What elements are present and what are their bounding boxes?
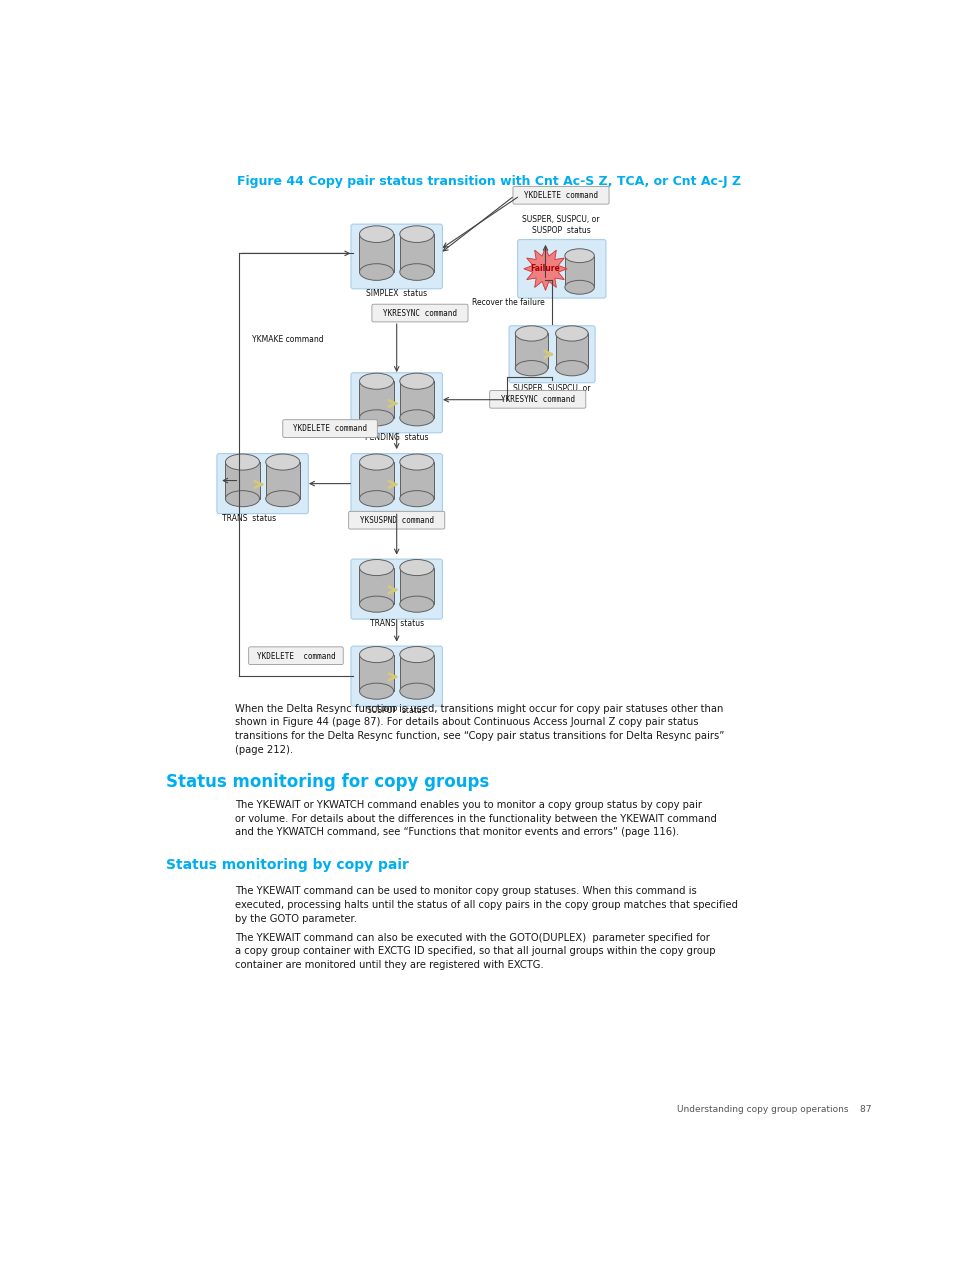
Ellipse shape bbox=[515, 325, 547, 341]
Ellipse shape bbox=[359, 647, 394, 662]
Ellipse shape bbox=[515, 361, 547, 376]
Text: Understanding copy group operations    87: Understanding copy group operations 87 bbox=[677, 1106, 871, 1115]
Ellipse shape bbox=[564, 281, 594, 294]
Ellipse shape bbox=[555, 361, 587, 376]
Ellipse shape bbox=[399, 559, 434, 576]
FancyBboxPatch shape bbox=[359, 234, 394, 272]
Ellipse shape bbox=[399, 491, 434, 507]
Ellipse shape bbox=[399, 374, 434, 389]
FancyBboxPatch shape bbox=[515, 333, 547, 369]
Ellipse shape bbox=[399, 647, 434, 662]
FancyBboxPatch shape bbox=[351, 646, 442, 707]
FancyBboxPatch shape bbox=[348, 511, 444, 529]
Text: SUSPOP  status: SUSPOP status bbox=[367, 707, 426, 716]
Text: YKRESYNC command: YKRESYNC command bbox=[500, 395, 574, 404]
FancyBboxPatch shape bbox=[564, 255, 594, 287]
FancyBboxPatch shape bbox=[359, 655, 394, 691]
Text: The YKEWAIT or YKWATCH command enables you to monitor a copy group status by cop: The YKEWAIT or YKWATCH command enables y… bbox=[235, 799, 717, 838]
FancyBboxPatch shape bbox=[249, 647, 343, 665]
Text: YKDELETE  command: YKDELETE command bbox=[256, 652, 335, 661]
Ellipse shape bbox=[359, 491, 394, 507]
Text: DUPLEX  status: DUPLEX status bbox=[367, 513, 426, 522]
Text: YKSUSPND command: YKSUSPND command bbox=[359, 516, 434, 525]
FancyBboxPatch shape bbox=[216, 454, 308, 513]
Text: Status monitoring for copy groups: Status monitoring for copy groups bbox=[166, 773, 489, 791]
Text: YKDELETE command: YKDELETE command bbox=[293, 425, 367, 433]
Text: Failure: Failure bbox=[530, 264, 559, 273]
Text: SIMPLEX  status: SIMPLEX status bbox=[366, 289, 427, 297]
FancyBboxPatch shape bbox=[372, 304, 468, 322]
Ellipse shape bbox=[359, 374, 394, 389]
FancyBboxPatch shape bbox=[509, 325, 595, 383]
FancyBboxPatch shape bbox=[513, 187, 608, 205]
FancyBboxPatch shape bbox=[359, 463, 394, 498]
FancyBboxPatch shape bbox=[351, 559, 442, 619]
Text: TRANS  status: TRANS status bbox=[222, 513, 276, 522]
FancyBboxPatch shape bbox=[399, 568, 434, 604]
FancyBboxPatch shape bbox=[266, 463, 299, 498]
Ellipse shape bbox=[359, 226, 394, 243]
FancyBboxPatch shape bbox=[351, 224, 442, 289]
Ellipse shape bbox=[555, 325, 587, 341]
Ellipse shape bbox=[266, 491, 299, 507]
FancyBboxPatch shape bbox=[351, 454, 442, 513]
FancyBboxPatch shape bbox=[517, 239, 605, 299]
Text: SUSPER, SUSPCU, or
SUSPOP  status: SUSPER, SUSPCU, or SUSPOP status bbox=[521, 215, 599, 235]
FancyBboxPatch shape bbox=[489, 390, 585, 408]
FancyBboxPatch shape bbox=[359, 381, 394, 418]
Ellipse shape bbox=[399, 596, 434, 613]
FancyBboxPatch shape bbox=[225, 463, 259, 498]
Ellipse shape bbox=[399, 263, 434, 281]
Text: Figure 44 Copy pair status transition with Cnt Ac-S Z, TCA, or Cnt Ac-J Z: Figure 44 Copy pair status transition wi… bbox=[236, 175, 740, 188]
FancyBboxPatch shape bbox=[399, 655, 434, 691]
FancyBboxPatch shape bbox=[399, 463, 434, 498]
Text: TRANS  status: TRANS status bbox=[369, 619, 423, 628]
Ellipse shape bbox=[399, 454, 434, 470]
Ellipse shape bbox=[399, 226, 434, 243]
Polygon shape bbox=[523, 248, 567, 290]
Ellipse shape bbox=[359, 559, 394, 576]
Text: YKMAKE command: YKMAKE command bbox=[253, 336, 324, 344]
Text: SUSPER, SUSPCU, or
SUSPOP  status: SUSPER, SUSPCU, or SUSPOP status bbox=[513, 384, 590, 404]
FancyBboxPatch shape bbox=[351, 372, 442, 433]
Ellipse shape bbox=[359, 596, 394, 613]
Ellipse shape bbox=[359, 409, 394, 426]
Text: Status monitoring by copy pair: Status monitoring by copy pair bbox=[166, 858, 408, 872]
Ellipse shape bbox=[266, 454, 299, 470]
Text: YKDELETE command: YKDELETE command bbox=[523, 191, 598, 200]
Ellipse shape bbox=[399, 409, 434, 426]
Text: The YKEWAIT command can be used to monitor copy group statuses. When this comman: The YKEWAIT command can be used to monit… bbox=[235, 886, 738, 924]
Ellipse shape bbox=[225, 454, 259, 470]
Ellipse shape bbox=[359, 683, 394, 699]
Text: When the Delta Resync function is used, transitions might occur for copy pair st: When the Delta Resync function is used, … bbox=[235, 704, 724, 755]
Text: YKRESYNC command: YKRESYNC command bbox=[382, 309, 456, 318]
FancyBboxPatch shape bbox=[282, 419, 377, 437]
FancyBboxPatch shape bbox=[399, 234, 434, 272]
Ellipse shape bbox=[225, 491, 259, 507]
Text: PENDING  status: PENDING status bbox=[365, 433, 428, 442]
FancyBboxPatch shape bbox=[399, 381, 434, 418]
FancyBboxPatch shape bbox=[359, 568, 394, 604]
Ellipse shape bbox=[359, 454, 394, 470]
Ellipse shape bbox=[399, 683, 434, 699]
FancyBboxPatch shape bbox=[555, 333, 587, 369]
Text: The YKEWAIT command can also be executed with the GOTO(DUPLEX)  parameter specif: The YKEWAIT command can also be executed… bbox=[235, 933, 716, 970]
Ellipse shape bbox=[359, 263, 394, 281]
Text: Recover the failure: Recover the failure bbox=[472, 299, 544, 308]
Ellipse shape bbox=[564, 249, 594, 263]
